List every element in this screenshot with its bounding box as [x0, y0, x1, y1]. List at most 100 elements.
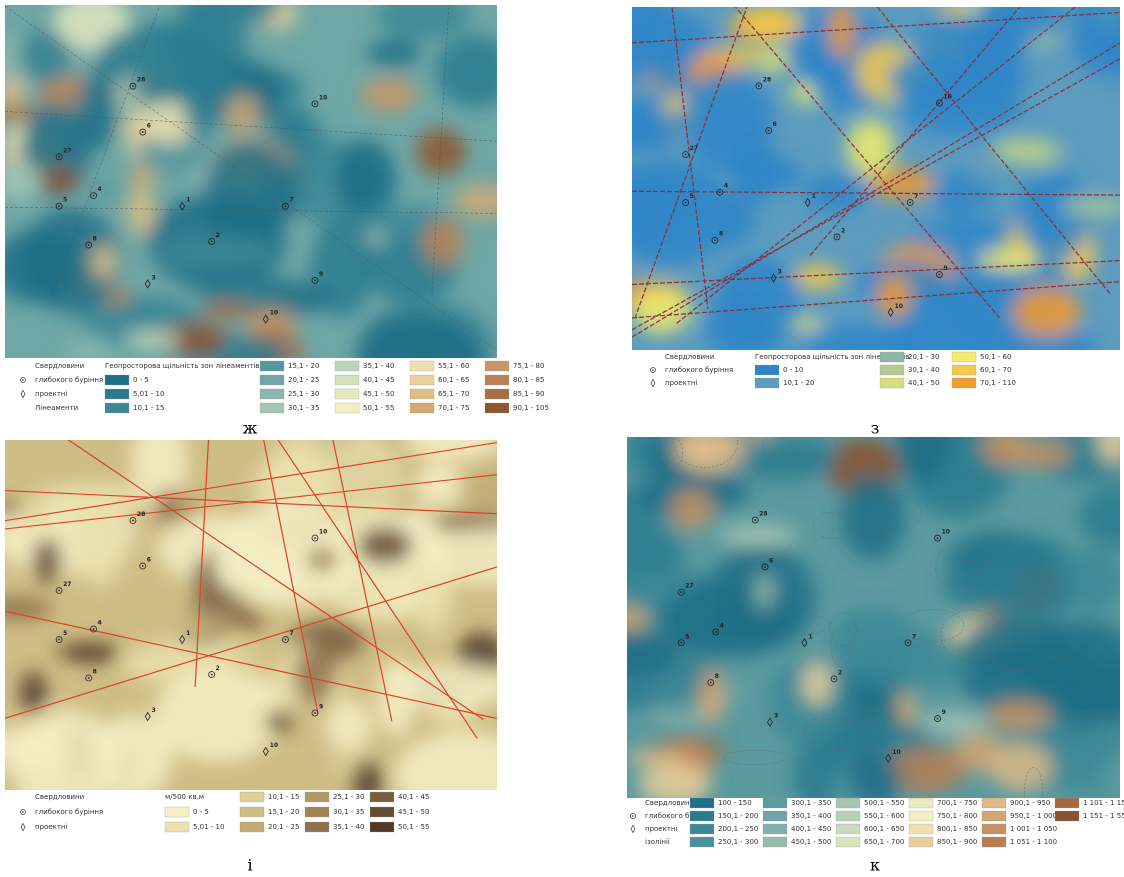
legend-class-label: 25,1 - 30 — [288, 390, 319, 398]
well-label: 7 — [289, 630, 293, 637]
legend-swatch — [690, 811, 714, 821]
map: 28106274517283910 — [575, 0, 1124, 390]
surface-patch — [423, 218, 464, 267]
surface-patch — [699, 668, 726, 724]
legend-class-label: 55,1 - 60 — [438, 362, 469, 370]
well-dot — [836, 236, 838, 238]
legend-class-label: 650,1 - 700 — [864, 838, 904, 846]
well-label: 28 — [137, 511, 145, 518]
legend-class-label: 10,1 - 20 — [783, 379, 814, 387]
legend-class-label: 45,1 - 50 — [363, 390, 394, 398]
well-label: 27 — [63, 581, 71, 588]
well-label: 3 — [152, 707, 156, 714]
legend-swatch — [982, 811, 1006, 821]
legend-class-label: 800,1 - 850 — [937, 825, 977, 833]
legend-class-label: 250,1 - 300 — [718, 838, 758, 846]
legend-class-label: 40,1 - 45 — [398, 793, 429, 801]
surface-patch — [989, 743, 1052, 792]
well-label: 8 — [93, 669, 97, 676]
legend-class-label: 900,1 - 950 — [1010, 799, 1050, 807]
legend-swatch — [690, 798, 714, 808]
surface-patch — [582, 108, 693, 138]
well-dot — [719, 191, 721, 193]
surface-patch — [1005, 138, 1062, 165]
well-label: 4 — [98, 620, 102, 627]
surface-patch — [846, 119, 894, 176]
well-label: 2 — [838, 669, 842, 676]
well-dot — [211, 674, 213, 676]
surface-patch — [163, 613, 219, 637]
well-dot — [768, 130, 770, 132]
well-dot — [758, 85, 760, 87]
legend-swatch — [335, 389, 359, 399]
legend-item: Свердловини — [665, 353, 714, 361]
surface-patch — [335, 139, 396, 218]
legend-swatch — [260, 361, 284, 371]
surface-patch — [625, 749, 685, 767]
well-dot — [132, 520, 134, 522]
legend-swatch — [335, 375, 359, 385]
legend-dot — [652, 369, 654, 371]
well-dot — [680, 642, 682, 644]
well-dot — [58, 639, 60, 641]
surface-patch — [91, 244, 117, 280]
well-dot — [710, 682, 712, 684]
legend-swatch — [690, 824, 714, 834]
legend-class-label: 5,01 - 10 — [193, 823, 224, 831]
legend-swatch — [305, 822, 329, 832]
legend-item: проектні — [645, 825, 677, 833]
legend-swatch — [763, 811, 787, 821]
well-dot — [314, 712, 316, 714]
surface-patch — [754, 574, 774, 609]
well-dot — [939, 102, 941, 104]
map: 28106274517283910 — [0, 350, 558, 819]
legend-class-label: 850,1 - 900 — [937, 838, 977, 846]
surface-patch — [631, 286, 692, 334]
legend-swatch — [952, 378, 976, 388]
well-label: 6 — [147, 557, 151, 564]
well-dot — [93, 195, 95, 197]
legend-item: Свердловини — [35, 793, 84, 801]
surface-patch — [183, 73, 219, 137]
surface-patch — [670, 488, 714, 531]
surface-patch — [33, 538, 62, 583]
surface-patch — [62, 643, 121, 664]
well-label: 28 — [759, 511, 767, 518]
legend-class-label: 950,1 - 1 000 — [1010, 812, 1057, 820]
legend-title: м/500 кв.м — [165, 793, 204, 801]
legend-class-label: 20,1 - 25 — [268, 823, 299, 831]
legend-class-label: 35,1 - 40 — [363, 362, 394, 370]
legend-class-label: 70,1 - 110 — [980, 379, 1016, 387]
legend-swatch — [410, 361, 434, 371]
legend-class-label: 60,1 - 65 — [438, 376, 469, 384]
legend-class-label: 20,1 - 30 — [908, 353, 939, 361]
legend-class-label: 400,1 - 450 — [791, 825, 831, 833]
legend-swatch — [240, 807, 264, 817]
legend-dot — [22, 379, 24, 381]
surface-patch — [157, 235, 276, 270]
well-dot — [211, 241, 213, 243]
legend-class-label: 15,1 - 20 — [268, 808, 299, 816]
surface-patch — [435, 36, 516, 108]
legend-swatch — [836, 824, 860, 834]
well-dot — [88, 677, 90, 679]
legend-swatch — [410, 375, 434, 385]
legend-class-label: 30,1 - 40 — [908, 366, 939, 374]
surface-patch — [307, 548, 337, 571]
legend-item: проектні — [35, 390, 67, 398]
well-dot — [937, 718, 939, 720]
surface-patch — [1062, 548, 1124, 613]
legend-swatch — [909, 798, 933, 808]
legend-item: проектні — [665, 379, 697, 387]
well-dot — [685, 202, 687, 204]
legend-swatch — [763, 824, 787, 834]
well-label: 7 — [912, 633, 916, 640]
surface-patch — [986, 701, 1052, 731]
surface-patch — [718, 523, 797, 546]
well-label: 8 — [93, 236, 97, 243]
well-dot — [939, 274, 941, 276]
surface-patch — [921, 712, 988, 735]
surface-patch — [887, 49, 1029, 107]
legend-class-label: 1 151 - 1 550 — [1083, 812, 1124, 820]
